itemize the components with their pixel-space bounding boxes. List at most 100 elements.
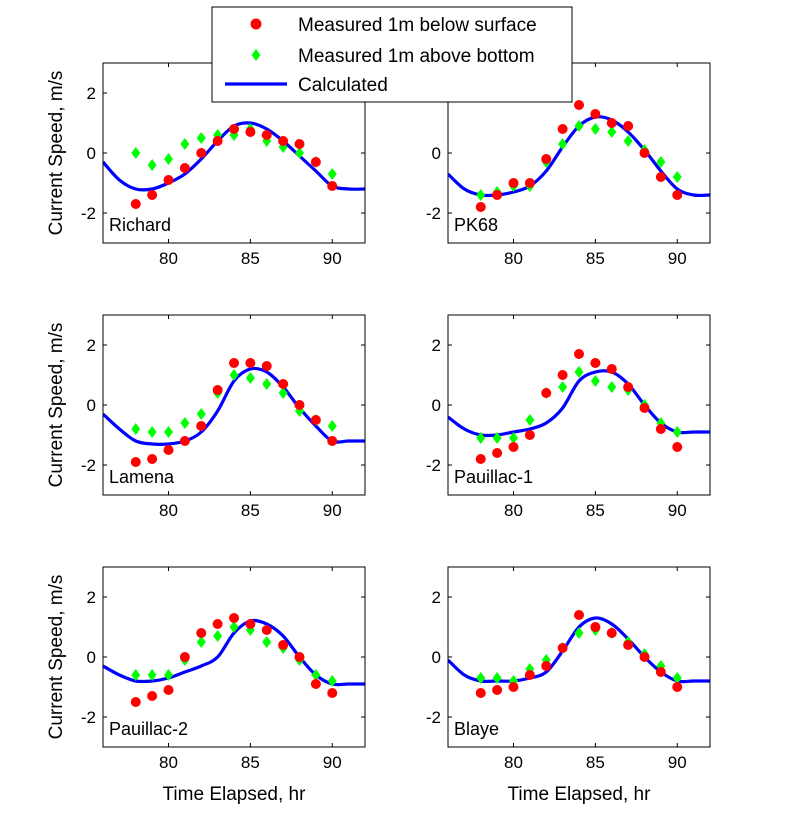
point-surface	[672, 682, 683, 692]
point-surface	[541, 154, 552, 164]
point-bottom	[262, 378, 272, 390]
legend-label: Measured 1m above bottom	[298, 46, 535, 67]
point-surface	[212, 619, 223, 629]
point-bottom	[656, 156, 666, 168]
point-surface	[524, 670, 535, 680]
point-surface	[310, 157, 321, 167]
point-surface	[310, 679, 321, 689]
point-bottom	[229, 621, 239, 633]
point-surface	[196, 421, 207, 431]
point-bottom	[574, 366, 584, 378]
point-surface	[639, 148, 650, 158]
point-surface	[245, 127, 256, 137]
x-tick-label: 90	[323, 249, 342, 268]
x-tick-label: 80	[159, 249, 178, 268]
x-axis-label: Time Elapsed, hr	[508, 784, 652, 805]
point-surface	[557, 124, 568, 134]
x-tick-label: 90	[668, 753, 687, 772]
point-bottom	[492, 432, 502, 444]
point-bottom	[131, 669, 141, 681]
point-surface	[606, 118, 617, 128]
x-tick-label: 80	[504, 753, 523, 772]
x-tick-label: 80	[504, 249, 523, 268]
point-surface	[196, 148, 207, 158]
x-tick-label: 90	[323, 501, 342, 520]
point-surface	[557, 643, 568, 653]
x-tick-label: 90	[668, 249, 687, 268]
y-tick-label: 0	[432, 648, 441, 667]
point-bottom	[509, 432, 518, 444]
point-surface	[574, 610, 584, 620]
x-tick-label: 85	[586, 501, 605, 520]
point-surface	[147, 190, 158, 200]
point-surface	[278, 379, 289, 389]
point-surface	[327, 436, 338, 446]
point-surface	[672, 442, 683, 452]
point-bottom	[623, 135, 633, 147]
point-surface	[590, 622, 601, 632]
point-surface	[179, 436, 190, 446]
plot-area	[448, 567, 710, 747]
point-surface	[475, 202, 486, 212]
station-label: Pauillac-1	[454, 467, 533, 487]
y-tick-label: 2	[432, 336, 441, 355]
point-surface	[130, 199, 141, 209]
point-surface	[179, 163, 190, 173]
point-surface	[261, 130, 272, 140]
point-surface	[130, 697, 141, 707]
point-surface	[261, 361, 272, 371]
panel-pk68: 80 85 90 -2 0 PK68	[426, 62, 711, 268]
point-surface	[147, 691, 158, 701]
y-tick-label: 0	[432, 396, 441, 415]
point-surface	[212, 136, 223, 146]
point-surface	[212, 385, 223, 395]
point-bottom	[147, 669, 157, 681]
point-bottom	[196, 408, 206, 420]
y-axis-label: Current Speed, m/s	[46, 71, 67, 236]
point-bottom	[327, 420, 337, 432]
point-bottom	[607, 126, 617, 138]
point-surface	[655, 667, 666, 677]
point-surface	[606, 628, 617, 638]
point-surface	[574, 349, 584, 359]
panel-lamena: 80 85 90 -2 0 2 Lamena Current Speed, m/s	[46, 314, 366, 520]
point-bottom	[672, 171, 682, 183]
y-tick-label: 0	[87, 648, 96, 667]
point-surface	[574, 100, 584, 110]
point-bottom	[574, 120, 584, 132]
point-surface	[294, 652, 305, 662]
point-surface	[229, 124, 239, 134]
y-tick-label: 0	[432, 144, 441, 163]
point-bottom	[278, 387, 288, 399]
x-tick-label: 80	[504, 501, 523, 520]
point-bottom	[476, 189, 486, 201]
plot-area	[103, 315, 365, 495]
point-bottom	[327, 168, 337, 180]
point-surface	[327, 688, 338, 698]
point-bottom	[574, 627, 584, 639]
point-surface	[623, 382, 634, 392]
legend-label: Calculated	[298, 75, 388, 96]
point-surface	[557, 370, 568, 380]
point-bottom	[180, 138, 190, 150]
point-bottom	[672, 426, 682, 438]
point-bottom	[164, 153, 173, 165]
point-bottom	[164, 426, 173, 438]
point-bottom	[558, 138, 568, 150]
y-tick-label: 2	[87, 588, 96, 607]
point-bottom	[558, 381, 568, 393]
point-surface	[508, 178, 519, 188]
point-surface	[590, 109, 601, 119]
point-bottom	[131, 423, 141, 435]
point-surface	[524, 430, 535, 440]
y-tick-label: 0	[87, 144, 96, 163]
y-tick-label: 2	[432, 588, 441, 607]
plot-area	[103, 567, 365, 747]
point-bottom	[525, 414, 535, 426]
station-label: PK68	[454, 215, 498, 235]
point-surface	[492, 190, 503, 200]
legend: Measured 1m below surface Measured 1m abo…	[211, 6, 573, 103]
point-bottom	[147, 159, 157, 171]
x-tick-label: 80	[159, 501, 178, 520]
